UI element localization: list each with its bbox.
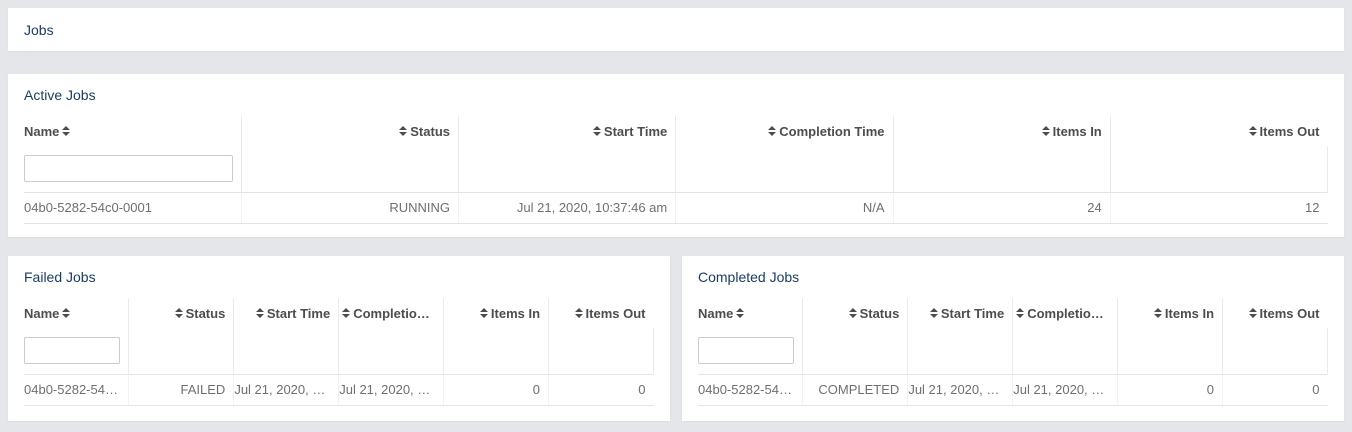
col-header-completion-time[interactable]: Completion Time bbox=[675, 116, 894, 146]
col-header-items-in[interactable]: Items In bbox=[1117, 298, 1224, 328]
col-header-label: Completion … bbox=[1027, 305, 1116, 321]
sort-icon[interactable] bbox=[1041, 126, 1050, 137]
col-header-items-in[interactable]: Items In bbox=[893, 116, 1111, 146]
failed-jobs-panel: Failed Jobs Name Status Start Time bbox=[8, 256, 670, 421]
name-filter-input[interactable] bbox=[24, 155, 233, 183]
cell-items-in: 24 bbox=[893, 191, 1111, 224]
col-header-label: Start Time bbox=[266, 305, 331, 321]
completed-jobs-title: Completed Jobs bbox=[698, 269, 800, 285]
col-header-label: Completion … bbox=[353, 305, 442, 321]
col-header-start-time[interactable]: Start Time bbox=[458, 116, 677, 146]
col-header-name[interactable]: Name bbox=[698, 298, 804, 328]
sort-icon[interactable] bbox=[1248, 126, 1257, 137]
cell-items-in: 0 bbox=[1117, 373, 1224, 406]
active-jobs-title: Active Jobs bbox=[24, 87, 96, 103]
col-header-name[interactable]: Name bbox=[24, 116, 242, 146]
col-header-label: Status bbox=[859, 305, 900, 321]
sort-icon[interactable] bbox=[736, 308, 745, 319]
col-header-start-time[interactable]: Start Time bbox=[907, 298, 1014, 328]
col-header-status[interactable]: Status bbox=[128, 298, 235, 328]
header-row: Name Status Start Time Completion … Item bbox=[698, 298, 1328, 328]
filter-row bbox=[24, 146, 1329, 192]
sort-icon[interactable] bbox=[592, 126, 601, 137]
completed-jobs-table: Name Status Start Time Completion … Item bbox=[698, 298, 1328, 406]
col-header-label: Items In bbox=[1052, 123, 1102, 139]
col-header-label: Start Time bbox=[603, 123, 668, 139]
col-header-label: Completion Time bbox=[779, 123, 885, 139]
sort-icon[interactable] bbox=[768, 126, 777, 137]
col-header-start-time[interactable]: Start Time bbox=[233, 298, 340, 328]
sort-icon[interactable] bbox=[174, 308, 183, 319]
col-header-items-out[interactable]: Items Out bbox=[549, 298, 654, 328]
name-filter-input[interactable] bbox=[698, 337, 795, 365]
cell-name: 04b0-5282-54… bbox=[698, 373, 804, 406]
sort-icon[interactable] bbox=[574, 308, 583, 319]
cell-name: 04b0-5282-54c0-0001 bbox=[24, 191, 242, 224]
col-header-items-in[interactable]: Items In bbox=[443, 298, 550, 328]
cell-status: RUNNING bbox=[241, 191, 460, 224]
sort-icon[interactable] bbox=[62, 308, 71, 319]
col-header-label: Items Out bbox=[1259, 305, 1320, 321]
cell-name: 04b0-5282-54… bbox=[24, 373, 130, 406]
col-header-label: Items In bbox=[1164, 305, 1215, 321]
col-header-completion-time[interactable]: Completion … bbox=[1012, 298, 1119, 328]
sort-icon[interactable] bbox=[342, 308, 351, 319]
cell-status: COMPLETED bbox=[802, 373, 909, 406]
col-header-label: Name bbox=[24, 123, 60, 139]
cell-start-time: Jul 21, 2020, 1… bbox=[907, 373, 1014, 406]
col-header-items-out[interactable]: Items Out bbox=[1110, 116, 1327, 146]
sort-icon[interactable] bbox=[1248, 308, 1257, 319]
header-row: Name Status Start Time Completion Time I… bbox=[24, 116, 1328, 146]
col-header-label: Name bbox=[698, 305, 734, 321]
cell-start-time: Jul 21, 2020, 10:37:46 am bbox=[458, 191, 677, 224]
col-header-label: Status bbox=[185, 305, 226, 321]
cell-completion-time: N/A bbox=[675, 191, 894, 224]
table-row[interactable]: 04b0-5282-54… COMPLETED Jul 21, 2020, 1…… bbox=[698, 373, 1328, 406]
col-header-status[interactable]: Status bbox=[241, 116, 460, 146]
cell-status: FAILED bbox=[128, 373, 235, 406]
topbar: Jobs bbox=[8, 8, 1344, 51]
sort-icon[interactable] bbox=[1153, 308, 1162, 319]
cell-start-time: Jul 21, 2020, 1… bbox=[233, 373, 340, 406]
col-header-name[interactable]: Name bbox=[24, 298, 130, 328]
col-header-items-out[interactable]: Items Out bbox=[1223, 298, 1328, 328]
sort-icon[interactable] bbox=[479, 308, 488, 319]
col-header-completion-time[interactable]: Completion … bbox=[338, 298, 445, 328]
failed-jobs-title: Failed Jobs bbox=[24, 269, 96, 285]
header-row: Name Status Start Time Completion … Item bbox=[24, 298, 654, 328]
completed-jobs-panel: Completed Jobs Name Status Start Time bbox=[682, 256, 1344, 421]
sort-icon[interactable] bbox=[399, 126, 408, 137]
cell-completion-time: Jul 21, 2020, 1… bbox=[1012, 373, 1119, 406]
sort-icon[interactable] bbox=[1016, 308, 1025, 319]
sort-icon[interactable] bbox=[255, 308, 264, 319]
col-header-status[interactable]: Status bbox=[802, 298, 909, 328]
filter-row bbox=[698, 328, 1328, 374]
filter-row bbox=[24, 328, 654, 374]
col-header-label: Status bbox=[410, 123, 450, 139]
cell-items-out: 12 bbox=[1110, 191, 1328, 224]
col-header-label: Items In bbox=[490, 305, 541, 321]
active-jobs-panel: Active Jobs Name Status Start Time Compl… bbox=[8, 74, 1344, 237]
sort-icon[interactable] bbox=[848, 308, 857, 319]
active-jobs-table: Name Status Start Time Completion Time I… bbox=[24, 116, 1329, 224]
sort-icon[interactable] bbox=[62, 126, 71, 137]
col-header-label: Items Out bbox=[585, 305, 646, 321]
bottom-row: Failed Jobs Name Status Start Time bbox=[8, 256, 1344, 421]
cell-items-in: 0 bbox=[443, 373, 550, 406]
page-title: Jobs bbox=[24, 21, 54, 38]
table-row[interactable]: 04b0-5282-54c0-0001 RUNNING Jul 21, 2020… bbox=[24, 191, 1328, 224]
col-header-label: Items Out bbox=[1259, 123, 1320, 139]
cell-items-out: 0 bbox=[548, 373, 654, 406]
col-header-label: Start Time bbox=[940, 305, 1005, 321]
cell-items-out: 0 bbox=[1222, 373, 1328, 406]
failed-jobs-table: Name Status Start Time Completion … Item bbox=[24, 298, 654, 406]
col-header-label: Name bbox=[24, 305, 60, 321]
name-filter-input[interactable] bbox=[24, 337, 121, 365]
cell-completion-time: Jul 21, 2020, 1… bbox=[338, 373, 445, 406]
sort-icon[interactable] bbox=[929, 308, 938, 319]
table-row[interactable]: 04b0-5282-54… FAILED Jul 21, 2020, 1… Ju… bbox=[24, 373, 654, 406]
